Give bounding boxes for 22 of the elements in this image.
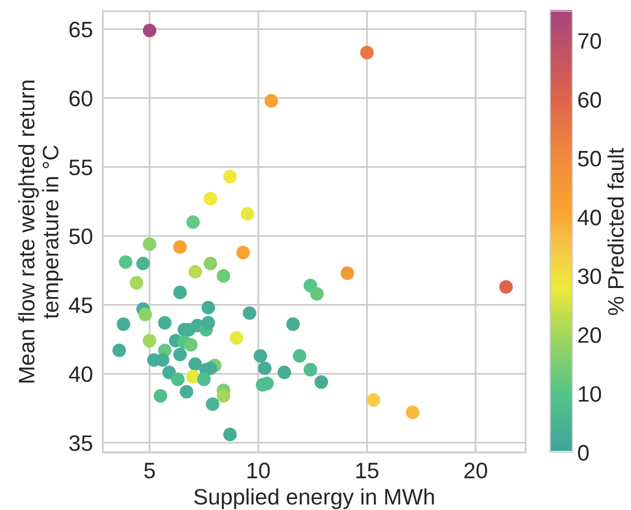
y-tick-label: 50	[69, 228, 92, 244]
x-tick-label: 15	[356, 462, 378, 478]
x-tick-label: 5	[144, 462, 155, 478]
y-tick-label: 40	[68, 366, 92, 382]
y-tick-label: 35	[69, 435, 92, 451]
y-axis-title: Mean flow rate weighted return temperature in °C	[18, 80, 63, 383]
color-bar-title: % Predicted fault	[607, 148, 624, 315]
color-bar-label: 0	[578, 444, 589, 461]
y-tick-label: 60	[70, 90, 92, 106]
color-bar-label: 40	[578, 210, 602, 226]
color-bar-label: 70	[578, 33, 602, 49]
color-bar-label: 30	[578, 268, 602, 284]
x-tick-label: 10	[248, 462, 270, 478]
y-tick-label: 45	[68, 298, 92, 314]
y-tick-label: 55	[69, 160, 92, 176]
y-tick-label: 65	[70, 22, 92, 38]
color-bar-label: 20	[578, 327, 602, 343]
x-axis-title: Supplied energy in MWh	[194, 488, 434, 510]
x-tick-label: 20	[464, 462, 488, 478]
color-bar-label: 60	[578, 92, 602, 108]
color-bar-label: 50	[578, 150, 602, 167]
color-bar-label: 10	[578, 386, 602, 402]
